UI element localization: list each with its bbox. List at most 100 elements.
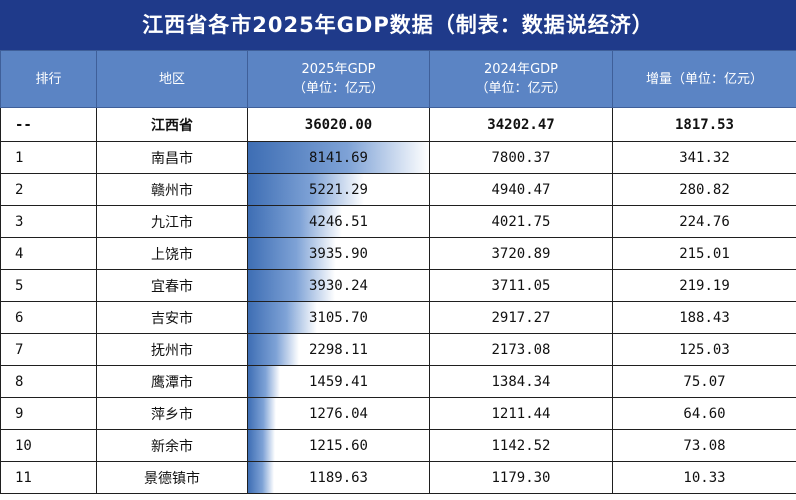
row-increase: 215.01 (612, 237, 796, 270)
page-title: 江西省各市2025年GDP数据（制表：数据说经济） (0, 0, 796, 50)
total-gdp-2024: 34202.47 (429, 107, 613, 142)
row-region: 萍乡市 (96, 397, 248, 430)
gdp-2025-value: 8141.69 (308, 149, 368, 166)
gdp-2025-value: 3930.24 (308, 277, 368, 294)
row-region: 新余市 (96, 429, 248, 462)
row-rank: 8 (0, 365, 97, 398)
row-gdp-2025: 3930.24 (247, 269, 430, 302)
row-gdp-2025: 8141.69 (247, 141, 430, 174)
row-rank: 1 (0, 141, 97, 174)
row-increase: 219.19 (612, 269, 796, 302)
gdp-bar (248, 270, 336, 301)
gdp-bar (248, 238, 336, 269)
row-gdp-2024: 1384.34 (429, 365, 613, 398)
row-region: 鹰潭市 (96, 365, 248, 398)
header-gdp-2025-line1: 2025年GDP (301, 62, 376, 77)
row-increase: 125.03 (612, 333, 796, 366)
total-row: -- 江西省 36020.00 34202.47 1817.53 (0, 107, 796, 142)
table-row: 3 九江市 4246.51 4021.75 224.76 (0, 205, 796, 238)
row-gdp-2024: 1142.52 (429, 429, 613, 462)
table-row: 1 南昌市 8141.69 7800.37 341.32 (0, 141, 796, 174)
gdp-bar (248, 366, 281, 397)
row-region: 上饶市 (96, 237, 248, 270)
row-region: 抚州市 (96, 333, 248, 366)
gdp-bar (248, 398, 277, 429)
table-row: 5 宜春市 3930.24 3711.05 219.19 (0, 269, 796, 302)
gdp-2025-value: 1215.60 (308, 437, 368, 454)
gdp-2025-value: 1189.63 (308, 469, 368, 486)
gdp-bar (248, 142, 429, 173)
total-rank: -- (0, 107, 97, 142)
header-increase: 增量（单位：亿元） (612, 50, 796, 108)
row-rank: 5 (0, 269, 97, 302)
row-gdp-2025: 1215.60 (247, 429, 430, 462)
gdp-2025-value: 4246.51 (308, 213, 368, 230)
row-increase: 224.76 (612, 205, 796, 238)
row-gdp-2024: 1211.44 (429, 397, 613, 430)
row-gdp-2024: 2917.27 (429, 301, 613, 334)
header-gdp-2025-line2: （单位：亿元） (292, 81, 384, 96)
table-row: 2 赣州市 5221.29 4940.47 280.82 (0, 173, 796, 206)
row-gdp-2024: 4021.75 (429, 205, 613, 238)
row-rank: 3 (0, 205, 97, 238)
row-region: 吉安市 (96, 301, 248, 334)
row-region: 宜春市 (96, 269, 248, 302)
row-gdp-2024: 3720.89 (429, 237, 613, 270)
row-gdp-2025: 1459.41 (247, 365, 430, 398)
header-row: 排行 地区 2025年GDP （单位：亿元） 2024年GDP （单位：亿元） … (0, 50, 796, 108)
row-region: 景德镇市 (96, 461, 248, 494)
row-rank: 4 (0, 237, 97, 270)
table-row: 10 新余市 1215.60 1142.52 73.08 (0, 429, 796, 462)
table-row: 7 抚州市 2298.11 2173.08 125.03 (0, 333, 796, 366)
gdp-2025-value: 1276.04 (308, 405, 368, 422)
table-row: 11 景德镇市 1189.63 1179.30 10.33 (0, 461, 796, 494)
row-gdp-2024: 3711.05 (429, 269, 613, 302)
row-increase: 341.32 (612, 141, 796, 174)
row-rank: 10 (0, 429, 97, 462)
row-gdp-2025: 4246.51 (247, 205, 430, 238)
gdp-bar (248, 430, 276, 461)
gdp-bar (248, 334, 300, 365)
row-increase: 188.43 (612, 301, 796, 334)
total-region: 江西省 (96, 107, 248, 142)
row-region: 南昌市 (96, 141, 248, 174)
header-gdp-2024-line1: 2024年GDP (483, 62, 558, 77)
row-rank: 9 (0, 397, 97, 430)
row-gdp-2025: 3105.70 (247, 301, 430, 334)
gdp-bar (248, 174, 365, 205)
row-gdp-2025: 2298.11 (247, 333, 430, 366)
table-row: 4 上饶市 3935.90 3720.89 215.01 (0, 237, 796, 270)
row-increase: 64.60 (612, 397, 796, 430)
row-increase: 280.82 (612, 173, 796, 206)
gdp-table: 排行 地区 2025年GDP （单位：亿元） 2024年GDP （单位：亿元） … (0, 50, 796, 494)
header-gdp-2024-line2: （单位：亿元） (475, 81, 567, 96)
row-increase: 75.07 (612, 365, 796, 398)
row-rank: 7 (0, 333, 97, 366)
header-rank: 排行 (0, 50, 97, 108)
row-gdp-2024: 2173.08 (429, 333, 613, 366)
row-rank: 11 (0, 461, 97, 494)
gdp-bar (248, 206, 343, 237)
row-increase: 10.33 (612, 461, 796, 494)
row-gdp-2025: 1276.04 (247, 397, 430, 430)
header-region: 地区 (96, 50, 248, 108)
row-gdp-2025: 3935.90 (247, 237, 430, 270)
gdp-2025-value: 3105.70 (308, 309, 368, 326)
total-gdp-2025: 36020.00 (247, 107, 430, 142)
row-rank: 6 (0, 301, 97, 334)
row-region: 九江市 (96, 205, 248, 238)
row-increase: 73.08 (612, 429, 796, 462)
row-rank: 2 (0, 173, 97, 206)
row-gdp-2025: 5221.29 (247, 173, 430, 206)
gdp-2025-value: 3935.90 (308, 245, 368, 262)
row-gdp-2024: 4940.47 (429, 173, 613, 206)
gdp-bar (248, 462, 275, 493)
table-row: 9 萍乡市 1276.04 1211.44 64.60 (0, 397, 796, 430)
row-gdp-2024: 7800.37 (429, 141, 613, 174)
header-gdp-2025: 2025年GDP （单位：亿元） (247, 50, 430, 108)
header-gdp-2024: 2024年GDP （单位：亿元） (429, 50, 613, 108)
total-increase: 1817.53 (612, 107, 796, 142)
gdp-2025-value: 5221.29 (308, 181, 368, 198)
gdp-2025-value: 1459.41 (308, 373, 368, 390)
